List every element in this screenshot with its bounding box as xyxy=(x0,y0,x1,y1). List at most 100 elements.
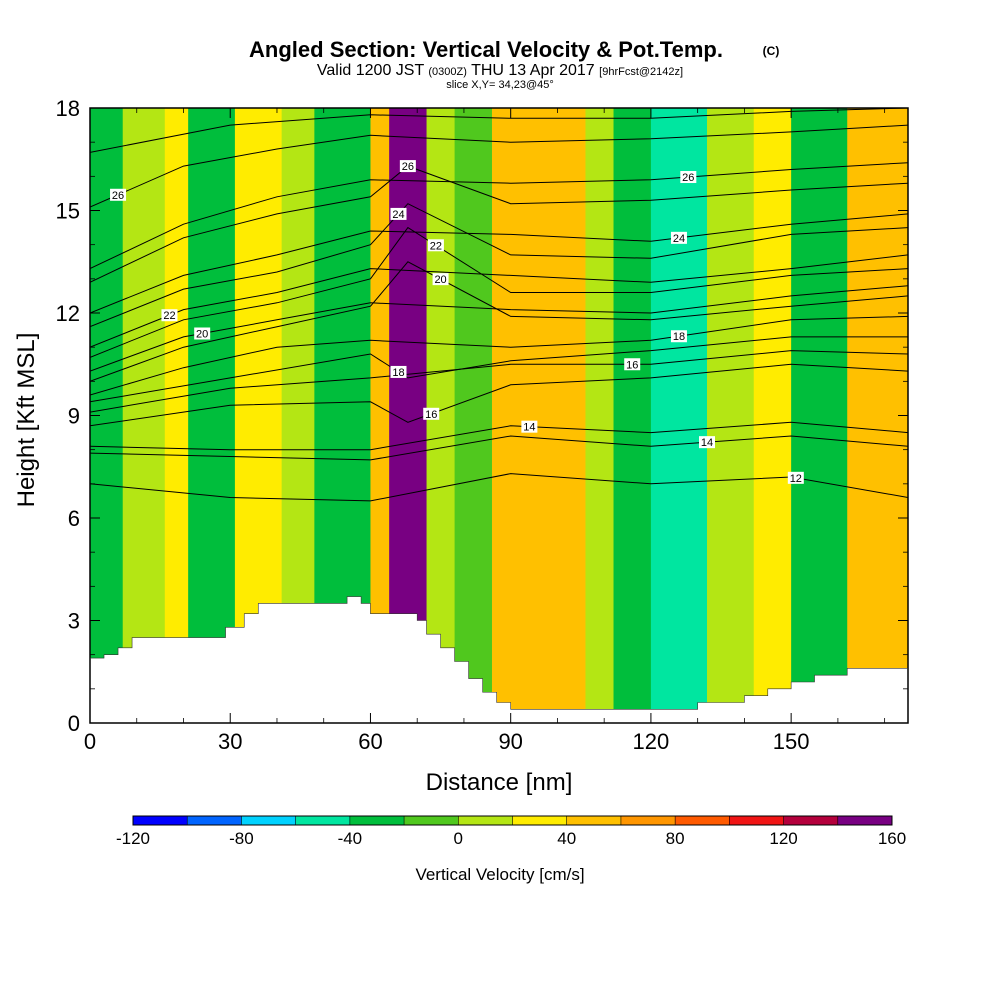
contour-label: 24 xyxy=(673,233,685,245)
theta-contour-9 xyxy=(90,226,908,358)
copyright-mark: (C) xyxy=(763,44,780,58)
colorbar-tick-label: 160 xyxy=(878,829,906,848)
y-tick-label: 12 xyxy=(56,301,80,326)
contour-label: 24 xyxy=(392,209,404,221)
colorbar-tick-label: 0 xyxy=(454,829,463,848)
vv-band-3 xyxy=(188,108,236,723)
vv-band-12 xyxy=(585,108,615,723)
colorbar-segment xyxy=(404,816,459,825)
x-axis-label: Distance [nm] xyxy=(426,769,573,796)
contour-label: 20 xyxy=(434,274,446,286)
y-tick-label: 15 xyxy=(56,199,80,224)
colorbar-segment xyxy=(675,816,730,825)
contour-label-bg xyxy=(680,171,697,184)
contour-label: 26 xyxy=(682,172,694,184)
contour-label: 20 xyxy=(196,329,208,341)
vv-band-14 xyxy=(650,108,708,723)
valid-date: THU 13 Apr 2017 xyxy=(471,62,595,79)
vertical-velocity-field xyxy=(90,108,908,723)
contour-label-bg xyxy=(670,231,687,244)
colorbar-tick-label: 120 xyxy=(769,829,797,848)
contour-label: 18 xyxy=(392,367,404,379)
contour-label: 14 xyxy=(701,437,713,449)
contour-label-bg xyxy=(161,309,178,322)
vv-band-2 xyxy=(164,108,189,723)
x-tick-label: 90 xyxy=(498,729,522,754)
chart-title: Angled Section: Vertical Velocity & Pot.… xyxy=(249,37,723,62)
x-axis: 0 30 60 90 120 150 xyxy=(84,108,886,754)
contour-label-bg xyxy=(521,420,538,433)
colorbar-segment xyxy=(241,816,296,825)
colorbar-tick-label: -120 xyxy=(116,829,150,848)
colorbar-segment xyxy=(837,816,893,825)
contour-label: 18 xyxy=(673,331,685,343)
contour-labels: 12 14 14 16 16 18 18 20 20 22 22 24 24 26 26 26 xyxy=(110,160,804,485)
colorbar-tick-label: -80 xyxy=(229,829,254,848)
x-tick-label: 0 xyxy=(84,729,96,754)
contour-label: 22 xyxy=(430,240,442,252)
theta-contour-11 xyxy=(90,203,908,328)
terrain-outline xyxy=(90,596,908,710)
contour-label: 14 xyxy=(523,422,535,434)
y-tick-label: 6 xyxy=(68,506,80,531)
vv-band-18 xyxy=(847,108,908,723)
theta-contour-5 xyxy=(90,336,908,403)
y-axis: 0 3 6 9 12 15 18 xyxy=(56,96,908,736)
vv-band-11 xyxy=(491,108,586,723)
theta-contour-7 xyxy=(90,261,908,382)
contour-label-bg xyxy=(432,273,449,286)
contour-label: 26 xyxy=(402,161,414,173)
valid-time-line: Valid 1200 JST (0300Z) THU 13 Apr 2017 [… xyxy=(317,62,683,79)
potential-temperature-contours xyxy=(90,108,908,502)
contour-label: 12 xyxy=(790,473,802,485)
forecast-info: [9hrFcst@2142z] xyxy=(599,66,683,78)
terrain-mask xyxy=(90,596,908,723)
y-tick-label: 0 xyxy=(68,711,80,736)
vv-band-10 xyxy=(454,108,493,723)
theta-contour-2 xyxy=(90,421,908,451)
colorbar-segment xyxy=(349,816,405,825)
colorbar-label: Vertical Velocity [cm/s] xyxy=(415,865,584,884)
contour-label-bg xyxy=(399,160,416,173)
x-tick-label: 60 xyxy=(358,729,382,754)
contour-label-bg xyxy=(699,436,716,449)
contour-label-bg xyxy=(423,407,440,420)
colorbar-segment xyxy=(566,816,622,825)
theta-contour-6 xyxy=(90,315,908,396)
colorbar-tick-label: 40 xyxy=(557,829,576,848)
contour-label: 22 xyxy=(163,310,175,322)
contour-label-bg xyxy=(194,327,211,340)
valid-prefix: Valid 1200 JST xyxy=(317,62,425,79)
contour-label-bg xyxy=(624,358,641,371)
contour-label: 16 xyxy=(626,359,638,371)
colorbar-segment xyxy=(783,816,839,825)
colorbar-segment xyxy=(729,816,784,825)
vv-band-13 xyxy=(613,108,652,723)
y-tick-label: 9 xyxy=(68,404,80,429)
theta-contour-4 xyxy=(90,350,908,413)
contour-label-bg xyxy=(670,330,687,343)
contour-label: 26 xyxy=(112,190,124,202)
contour-label-bg xyxy=(427,239,444,252)
colorbar-segment xyxy=(458,816,513,825)
theta-contour-15 xyxy=(90,124,908,208)
colorbar-segment xyxy=(512,816,568,825)
theta-contour-1 xyxy=(90,435,908,461)
y-axis-label: Height [Kft MSL] xyxy=(13,333,40,508)
colorbar-segment xyxy=(133,816,188,825)
contour-label-bg xyxy=(390,207,407,220)
colorbar-tick-label: 80 xyxy=(666,829,685,848)
slice-info: slice X,Y= 34,23@45° xyxy=(446,79,554,91)
vv-band-15 xyxy=(707,108,755,723)
theta-contour-3 xyxy=(90,363,908,427)
contour-label-bg xyxy=(110,188,127,201)
theta-contour-10 xyxy=(90,254,908,348)
theta-contour-14 xyxy=(90,162,908,270)
valid-utc: (0300Z) xyxy=(428,66,467,78)
colorbar: -120 -80 -40 0 40 80 120 160 xyxy=(116,815,906,848)
vv-band-7 xyxy=(370,108,390,723)
contour-label-bg xyxy=(787,471,804,484)
contour-label: 16 xyxy=(425,409,437,421)
x-tick-label: 30 xyxy=(218,729,242,754)
